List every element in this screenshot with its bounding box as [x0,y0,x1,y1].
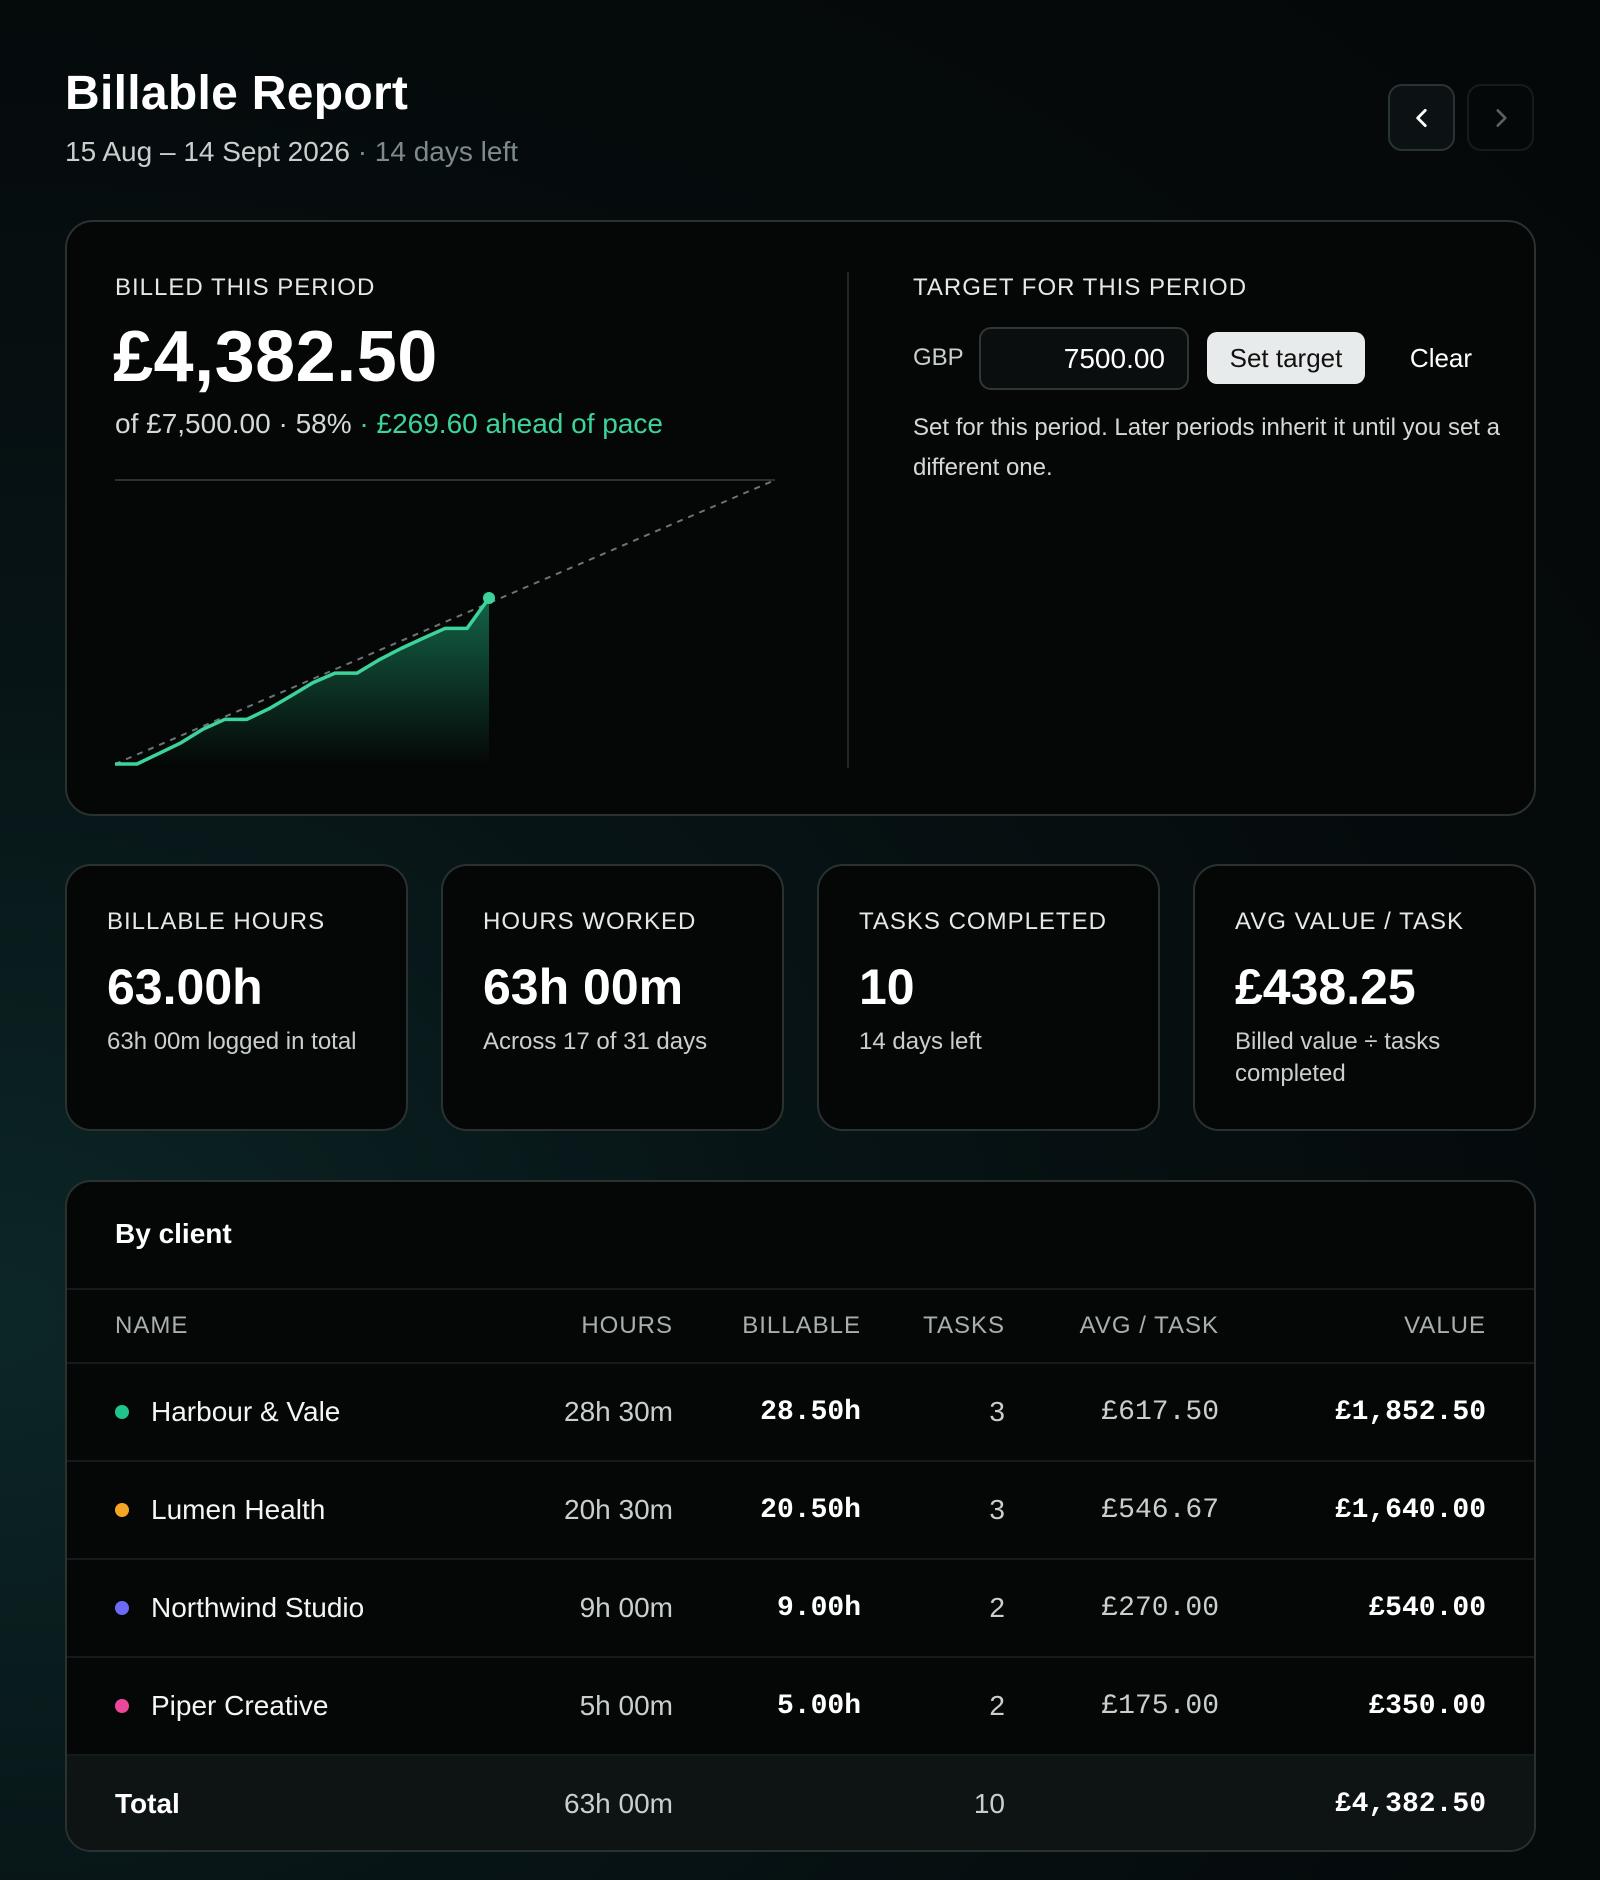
stat-value: 10 [859,959,915,1015]
total-value-cell: £4,382.50 [1334,1788,1486,1820]
hours-cell: 5h 00m [579,1690,673,1721]
client-name: Lumen Health [151,1494,326,1525]
billable-cell: 5.00h [776,1690,861,1722]
value-cell: £1,852.50 [1334,1396,1486,1428]
stat-card-hours-worked: HOURS WORKED 63h 00m Across 17 of 31 day… [441,864,784,1131]
total-tasks-cell: 10 [973,1788,1005,1819]
column-header-billable[interactable]: BILLABLE [742,1312,861,1339]
billable-cell: 28.50h [760,1396,861,1428]
target-amount-input[interactable] [979,327,1189,390]
page-title: Billable Report [65,67,409,120]
value-cell: £350.00 [1368,1690,1486,1722]
client-name-cell: Harbour & Vale [115,1364,340,1460]
billed-label: BILLED THIS PERIOD [115,274,376,301]
days-left-text: · 14 days left [349,136,519,167]
stat-card-billable-hours: BILLABLE HOURS 63.00h 63h 00m logged in … [65,864,408,1131]
stat-label: HOURS WORKED [483,908,697,935]
by-client-card: By client NAME HOURS BILLABLE TASKS AVG … [65,1180,1536,1852]
hours-cell: 9h 00m [579,1592,673,1623]
previous-period-button[interactable] [1388,84,1455,151]
card-divider [847,272,849,768]
avg-task-cell: £617.50 [1101,1396,1219,1428]
table-row[interactable]: Northwind Studio 9h 00m 9.00h 2 £270.00 … [67,1558,1534,1656]
report-header: Billable Report 15 Aug – 14 Sept 2026 · … [65,66,1536,167]
client-name: Harbour & Vale [151,1396,341,1427]
billing-progress-chart [115,479,776,766]
current-value-point [483,592,495,605]
target-note: Set for this period. Later periods inher… [913,414,1500,481]
client-color-dot [115,1601,129,1615]
avg-task-cell: £175.00 [1101,1690,1219,1722]
table-row[interactable]: Lumen Health 20h 30m 20.50h 3 £546.67 £1… [67,1460,1534,1558]
stat-card-tasks-completed: TASKS COMPLETED 10 14 days left [817,864,1160,1131]
stat-value: 63h 00m [483,959,684,1015]
hours-cell: 28h 30m [564,1396,673,1427]
billed-amount: £4,382.50 [113,317,438,397]
client-name-cell: Piper Creative [115,1658,328,1754]
column-header-avg-task[interactable]: AVG / TASK [1079,1312,1219,1339]
stat-value: 63.00h [107,959,263,1015]
stat-subtext: 63h 00m logged in total [107,1028,357,1055]
chevron-right-icon [1495,108,1507,127]
stat-subtext: Billed value ÷ tasks completed [1235,1028,1441,1087]
table-row[interactable]: Piper Creative 5h 00m 5.00h 2 £175.00 £3… [67,1656,1534,1754]
of-target-text: of £7,500.00 · 58% [115,408,352,439]
tasks-cell: 2 [989,1592,1005,1623]
value-cell: £540.00 [1368,1592,1486,1624]
clear-target-button[interactable]: Clear [1385,332,1497,384]
date-range: 15 Aug – 14 Sept 2026 [65,136,350,167]
client-color-dot [115,1503,129,1517]
avg-task-cell: £546.67 [1101,1494,1219,1526]
billed-series-line [115,597,491,766]
chevron-left-icon [1415,108,1427,127]
period-subtitle: 15 Aug – 14 Sept 2026 · 14 days left [65,136,518,168]
section-title: By client [115,1218,232,1249]
billable-cell: 20.50h [760,1494,861,1526]
stat-label: AVG VALUE / TASK [1235,908,1464,935]
client-name: Northwind Studio [151,1592,365,1623]
avg-task-cell: £270.00 [1101,1592,1219,1624]
client-name-cell: Lumen Health [115,1462,325,1558]
column-header-tasks[interactable]: TASKS [923,1312,1005,1339]
billed-summary-card: BILLED THIS PERIOD £4,382.50 of £7,500.0… [65,220,1536,816]
billed-area [115,598,489,764]
table-header: NAME HOURS BILLABLE TASKS AVG / TASK VAL… [67,1288,1534,1362]
column-header-hours[interactable]: HOURS [581,1312,673,1339]
column-header-name[interactable]: NAME [115,1312,189,1339]
client-name-cell: Northwind Studio [115,1560,364,1656]
pace-text: · £269.60 ahead of pace [351,408,663,439]
stat-label: BILLABLE HOURS [107,908,326,935]
total-hours-cell: 63h 00m [564,1788,673,1819]
stat-card-avg-value: AVG VALUE / TASK £438.25 Billed value ÷ … [1193,864,1536,1131]
tasks-cell: 2 [989,1690,1005,1721]
value-cell: £1,640.00 [1334,1494,1486,1526]
client-color-dot [115,1699,129,1713]
total-label: Total [115,1788,180,1819]
target-label: TARGET FOR THIS PERIOD [913,274,1248,301]
next-period-button[interactable] [1467,84,1534,151]
stat-subtext: Across 17 of 31 days [483,1028,708,1055]
client-color-dot [115,1405,129,1419]
stat-value: £438.25 [1235,959,1416,1015]
client-name: Piper Creative [151,1690,329,1721]
stat-label: TASKS COMPLETED [859,908,1107,935]
tasks-cell: 3 [989,1396,1005,1427]
table-total-row: Total 63h 00m 10 £4,382.50 [67,1754,1534,1850]
hours-cell: 20h 30m [564,1494,673,1525]
table-row[interactable]: Harbour & Vale 28h 30m 28.50h 3 £617.50 … [67,1362,1534,1460]
currency-label: GBP [913,344,964,371]
billed-progress-text: of £7,500.00 · 58% · £269.60 ahead of pa… [115,408,663,440]
column-header-value[interactable]: VALUE [1404,1312,1486,1339]
set-target-button[interactable]: Set target [1207,332,1365,384]
billable-cell: 9.00h [776,1592,861,1624]
stat-subtext: 14 days left [859,1028,982,1055]
tasks-cell: 3 [989,1494,1005,1525]
